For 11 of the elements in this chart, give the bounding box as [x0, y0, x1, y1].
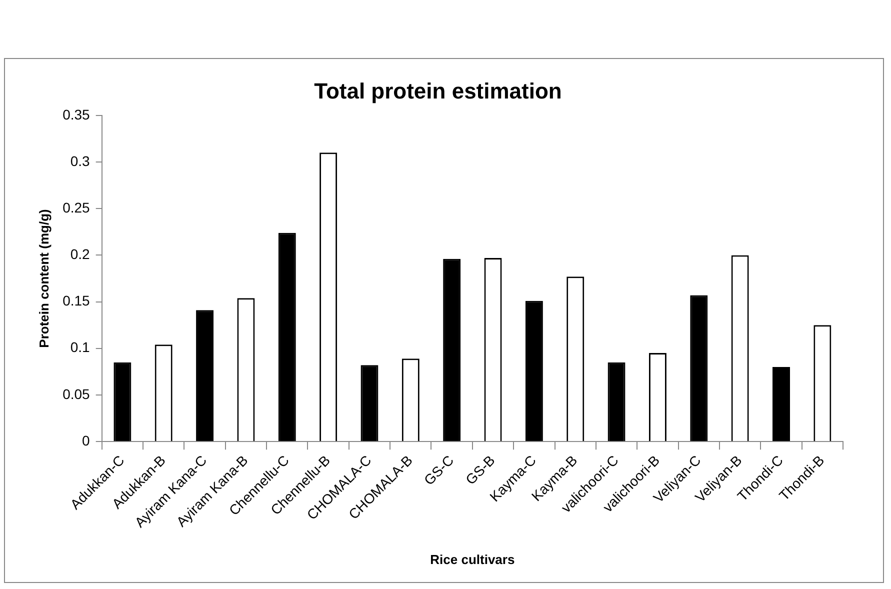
y-tick-label: 0: [82, 432, 90, 448]
y-tick-label: 0.15: [62, 292, 90, 309]
x-axis-title: Rice cultivars: [430, 552, 515, 567]
y-tick-label: 0.05: [62, 386, 90, 402]
y-tick-label: 0.35: [62, 106, 90, 122]
chart-title: Total protein estimation: [314, 78, 562, 104]
y-tick-label: 0.1: [70, 339, 90, 356]
y-tick-label: 0.2: [70, 246, 90, 262]
y-axis-title: Protein content (mg/g): [36, 209, 52, 348]
y-tick-label: 0.3: [70, 152, 90, 169]
y-tick-label: 0.25: [62, 199, 90, 216]
